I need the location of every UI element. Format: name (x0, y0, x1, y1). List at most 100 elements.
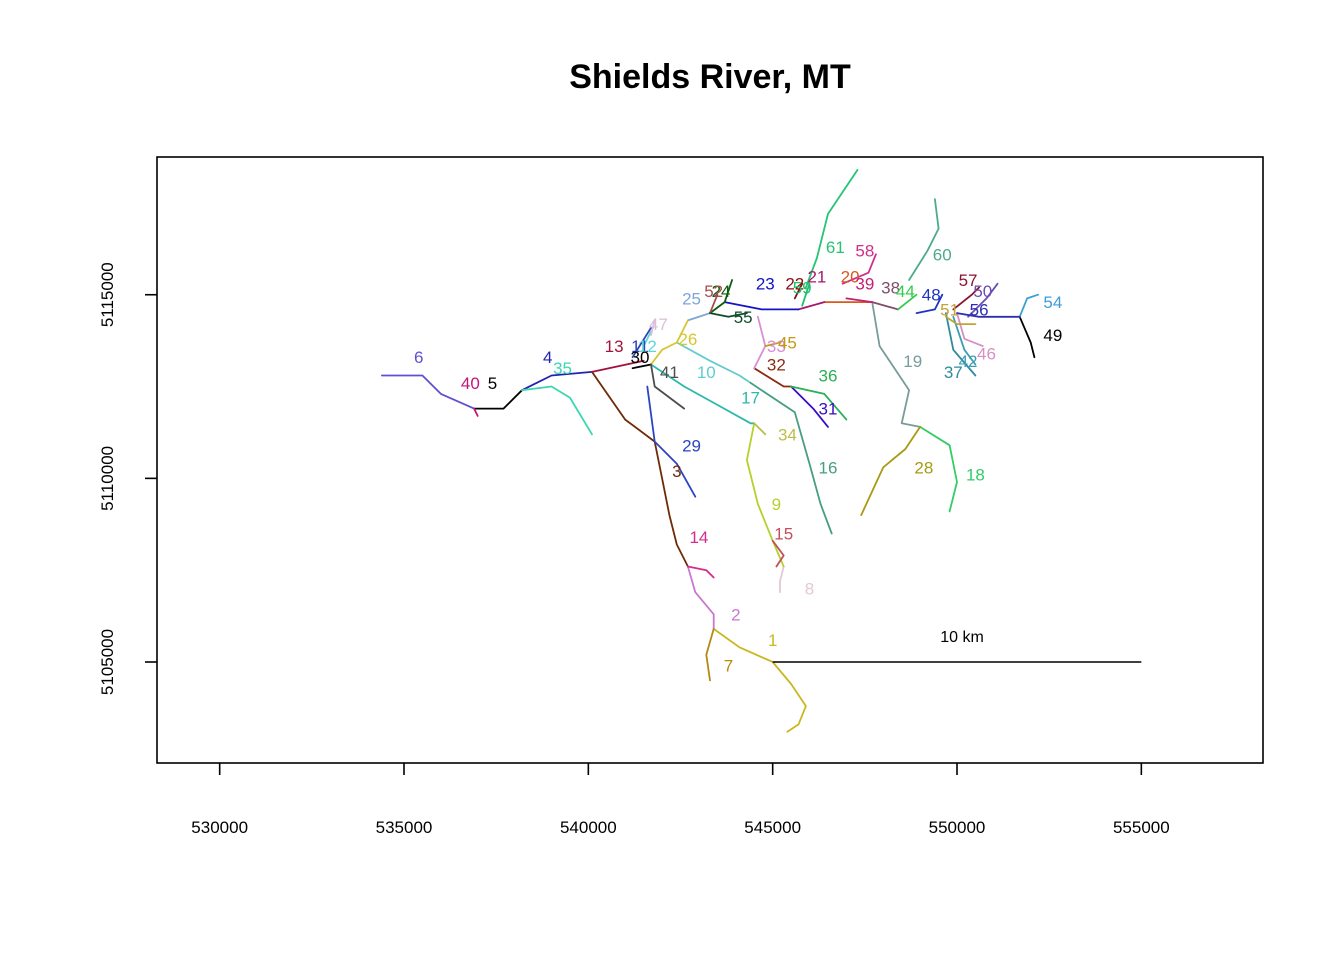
river-segment-13 (591, 359, 645, 373)
river-segment-58 (841, 253, 877, 285)
segment-label-39: 39 (855, 275, 874, 294)
segment-label-32: 32 (767, 356, 786, 375)
segment-label-49: 49 (1043, 326, 1062, 345)
segment-label-37: 37 (944, 363, 963, 382)
segment-label-47: 47 (649, 315, 668, 334)
segment-label-21: 21 (807, 267, 826, 286)
x-tick-label: 555000 (1113, 818, 1170, 837)
y-tick-label: 5105000 (98, 629, 117, 695)
segment-label-18: 18 (966, 466, 985, 485)
segment-label-44: 44 (896, 282, 915, 301)
river-segment-23 (723, 301, 800, 311)
river-segments (380, 168, 1039, 733)
x-tick-label: 550000 (929, 818, 986, 837)
river-segment-3 (591, 370, 689, 568)
scale-bar-label: 10 km (940, 629, 984, 646)
river-segment-30 (631, 363, 652, 370)
segment-label-29: 29 (682, 436, 701, 455)
plot-frame (156, 156, 1264, 764)
river-segment-19 (871, 301, 921, 428)
river-segment-25 (687, 312, 711, 322)
river-segment-5 (473, 389, 523, 410)
river-segment-9 (746, 422, 785, 568)
river-segment-39 (845, 297, 874, 304)
segment-label-9: 9 (772, 495, 781, 514)
river-segment-32 (753, 367, 792, 388)
x-tick-label: 530000 (191, 818, 248, 837)
river-segment-40 (473, 407, 479, 417)
segment-label-51: 51 (940, 300, 959, 319)
segment-label-25: 25 (682, 289, 701, 308)
river-segment-8 (779, 565, 785, 594)
river-segment-60 (908, 198, 940, 281)
river-segment-35 (521, 385, 593, 436)
segment-label-11: 11 (631, 337, 649, 356)
river-segment-29 (646, 385, 697, 498)
river-segment-46 (956, 312, 984, 348)
river-segment-52 (709, 293, 719, 315)
chart-title: Shields River, MT (569, 58, 851, 96)
segment-label-26: 26 (678, 330, 697, 349)
river-segment-33 (753, 315, 767, 370)
segment-label-42: 42 (959, 352, 978, 371)
segment-label-30: 30 (630, 348, 649, 367)
segment-label-58: 58 (855, 242, 874, 261)
segment-label-17: 17 (741, 389, 760, 408)
river-segment-10 (675, 341, 752, 384)
river-segment-36 (790, 385, 848, 421)
segment-label-20: 20 (841, 267, 860, 286)
river-segment-2 (687, 565, 715, 630)
segment-label-40: 40 (461, 374, 480, 393)
river-segment-48 (915, 293, 944, 315)
river-segment-61 (805, 168, 859, 289)
segment-label-57: 57 (959, 271, 978, 290)
segment-label-15: 15 (774, 524, 793, 543)
river-segment-21 (797, 301, 826, 311)
segment-label-45: 45 (778, 333, 797, 352)
segment-label-31: 31 (819, 400, 838, 419)
segment-label-46: 46 (977, 344, 996, 363)
river-segment-11 (631, 326, 652, 359)
segment-label-33: 33 (767, 337, 786, 356)
x-tick-label: 535000 (376, 818, 433, 837)
segment-label-38: 38 (881, 278, 900, 297)
segment-label-60: 60 (933, 245, 952, 264)
river-segment-12 (642, 330, 652, 348)
segment-label-19: 19 (903, 352, 922, 371)
river-segment-42 (952, 315, 977, 366)
river-segment-51 (945, 315, 977, 326)
river-segment-22 (793, 282, 804, 300)
river-segment-59 (801, 282, 811, 307)
segment-label-59: 59 (793, 278, 812, 297)
axes: 530000 535000 540000 545000 550000 5550005105… (98, 156, 1264, 837)
segment-label-24: 24 (712, 282, 731, 301)
segment-label-1: 1 (768, 631, 777, 650)
river-segment-18 (919, 425, 958, 513)
river-segment-31 (790, 385, 829, 428)
segment-label-28: 28 (914, 458, 933, 477)
river-segment-26 (650, 319, 689, 366)
river-segment-57 (952, 286, 980, 311)
segment-label-41: 41 (660, 363, 679, 382)
segment-label-52: 52 (704, 282, 723, 301)
segment-label-16: 16 (819, 458, 838, 477)
segment-label-14: 14 (689, 528, 708, 547)
segment-label-36: 36 (819, 367, 838, 386)
river-segment-56 (956, 312, 1021, 318)
segment-label-48: 48 (922, 286, 941, 305)
river-segment-55 (709, 312, 748, 318)
river-segment-49 (1018, 315, 1036, 359)
y-tick-label: 5115000 (98, 262, 117, 327)
segment-label-34: 34 (778, 425, 797, 444)
segment-label-23: 23 (756, 275, 775, 294)
segment-label-3: 3 (672, 462, 681, 481)
x-tick-label: 545000 (744, 818, 801, 837)
segment-label-22: 22 (785, 275, 804, 294)
segment-label-50: 50 (973, 282, 992, 301)
river-segment-1 (712, 628, 807, 733)
river-segment-24 (709, 279, 733, 315)
segment-label-5: 5 (488, 374, 497, 393)
segment-label-7: 7 (724, 657, 733, 676)
segment-label-54: 54 (1043, 293, 1062, 312)
